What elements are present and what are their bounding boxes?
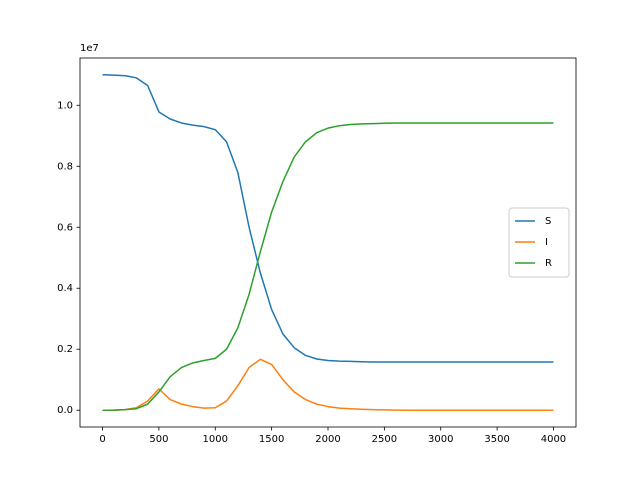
x-tick-label: 4000 [541, 434, 566, 445]
x-tick-label: 1500 [259, 434, 284, 445]
series-line [102, 122, 554, 411]
x-tick-label: 2500 [372, 434, 397, 445]
x-tick-label: 0 [99, 434, 105, 445]
series-line [102, 74, 554, 363]
x-tick-label: 500 [149, 434, 168, 445]
y-tick-label: 0.6 [57, 222, 73, 233]
legend-label: S [545, 216, 551, 227]
legend-label: R [545, 258, 552, 269]
x-tick-label: 2000 [315, 434, 340, 445]
legend-label: I [545, 237, 548, 248]
legend-box [508, 207, 570, 278]
y-tick-label: 0.0 [57, 405, 73, 416]
y-tick-label: 1.0 [57, 100, 73, 111]
x-tick-label: 3500 [484, 434, 509, 445]
y-tick-label: 0.4 [57, 283, 73, 294]
series-line [102, 358, 554, 411]
y-tick-label: 0.8 [57, 161, 73, 172]
offset-text: 1e7 [80, 43, 99, 54]
x-tick-label: 3000 [428, 434, 453, 445]
x-tick-label: 1000 [203, 434, 228, 445]
axes-frame [79, 57, 577, 428]
y-tick-label: 0.2 [57, 344, 73, 355]
